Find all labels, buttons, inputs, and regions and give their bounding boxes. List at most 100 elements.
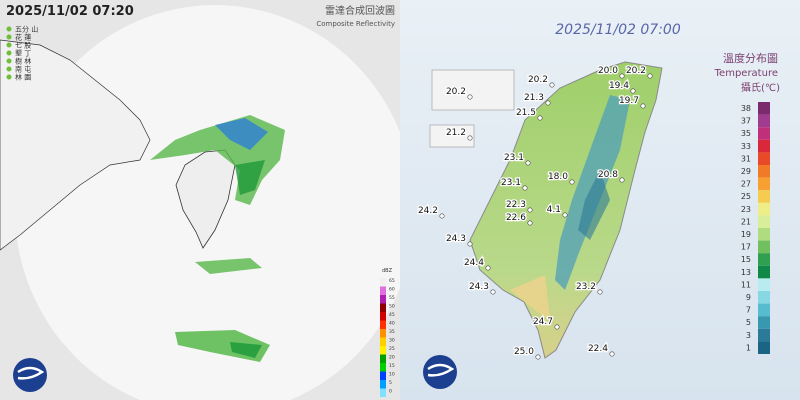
scale-swatch — [758, 291, 770, 304]
temperature-title: 溫度分布圖 — [723, 51, 778, 65]
station-dot — [647, 73, 653, 79]
scale-swatch — [758, 139, 770, 153]
scale-label: 19 — [741, 230, 751, 239]
scale-swatch — [380, 278, 386, 287]
station-dot — [467, 135, 473, 141]
scale-swatch — [380, 354, 386, 363]
scale-swatch — [380, 380, 386, 389]
scale-label: 50 — [389, 304, 395, 310]
scale-label: 55 — [389, 295, 395, 301]
scale-label: 21 — [741, 217, 751, 226]
station-dot — [630, 88, 636, 94]
radar-echo — [195, 258, 262, 274]
scale-swatch — [380, 320, 386, 329]
station-name: 林 園 — [15, 73, 31, 82]
station-dot — [562, 212, 568, 218]
radar-panel: 2025/11/02 07:20 雷達合成回波圖 Composite Refle… — [0, 0, 400, 400]
scale-label: 38 — [741, 104, 751, 113]
cwa-logo-mark — [427, 363, 455, 377]
scale-label: 40 — [389, 321, 395, 327]
station-temperature: 24.2 — [418, 206, 438, 216]
station-temperature: 22.4 — [588, 344, 608, 354]
scale-swatch — [380, 346, 386, 355]
station-dot — [554, 324, 560, 330]
islands-inset — [431, 69, 515, 111]
station-temperature: 20.2 — [446, 87, 466, 97]
scale-swatch — [758, 215, 770, 228]
scale-swatch — [380, 303, 386, 312]
scale-swatch — [380, 388, 386, 397]
station-dot — [439, 213, 445, 219]
station-marker — [6, 74, 12, 80]
scale-swatch — [380, 295, 386, 304]
scale-swatch — [758, 228, 770, 241]
scale-swatch — [758, 240, 770, 254]
scale-swatch — [380, 312, 386, 321]
scale-label: 29 — [741, 167, 751, 176]
mainland-coast — [0, 39, 151, 251]
radar-echo — [230, 342, 262, 358]
station-temperature: 23.2 — [576, 282, 596, 292]
radar-echo — [215, 118, 268, 150]
scale-label: 10 — [389, 372, 395, 378]
station-dot — [597, 289, 603, 295]
station-name: 七 股 — [15, 41, 31, 50]
scale-label: 30 — [389, 338, 395, 344]
station-temperature: 24.4 — [464, 258, 484, 268]
station-dot — [485, 265, 491, 271]
scale-label: 1 — [746, 343, 751, 352]
station-marker — [6, 26, 12, 32]
scale-swatch — [380, 286, 386, 295]
scale-swatch — [758, 177, 770, 191]
scale-swatch — [758, 102, 770, 115]
station-marker — [6, 66, 12, 72]
scale-swatch — [758, 202, 770, 216]
lowland — [510, 275, 550, 320]
station-dot — [609, 351, 615, 357]
station-temperature: 24.3 — [469, 282, 489, 292]
scale-swatch — [380, 329, 386, 338]
cwa-logo — [13, 358, 47, 392]
cwa-logo-mark — [17, 366, 45, 380]
station-name: 花 蓮 — [15, 33, 31, 42]
radar-subtitle: Composite Reflectivity — [316, 20, 395, 28]
station-temperature: 24.3 — [446, 234, 466, 244]
station-temperature: 21.5 — [516, 108, 536, 118]
scale-label: 35 — [389, 329, 395, 335]
scale-label: 5 — [746, 318, 751, 327]
station-temperature: 21.2 — [446, 128, 466, 138]
scale-swatch — [758, 316, 770, 329]
scale-label: 25 — [741, 192, 751, 201]
scale-swatch — [758, 190, 770, 203]
station-temperature: 24.7 — [533, 317, 553, 327]
station-temperature: 22.3 — [506, 200, 526, 210]
station-temperature: 20.2 — [528, 75, 548, 85]
radar-echo — [235, 160, 265, 195]
station-dot — [467, 241, 473, 247]
scale-label: 45 — [389, 312, 395, 318]
station-dot — [619, 177, 625, 183]
cwa-logo — [423, 355, 457, 389]
station-dot — [525, 160, 531, 166]
station-temperature: 25.0 — [514, 347, 534, 357]
temperature-panel: 2025/11/02 07:00 溫度分布圖 Temperature 攝氏(℃) — [400, 0, 800, 400]
station-name: 五分 山 — [15, 25, 38, 34]
temperature-unit: 攝氏(℃) — [741, 81, 780, 94]
station-marker — [6, 50, 12, 56]
scale-swatch — [758, 253, 770, 266]
station-marker — [6, 42, 12, 48]
station-dot — [619, 73, 625, 79]
station-temperature: 20.0 — [598, 66, 618, 76]
station-dot — [569, 179, 575, 185]
islands-inset — [429, 124, 475, 148]
radar-title: 雷達合成回波圖 — [325, 4, 395, 17]
scale-swatch — [758, 114, 770, 128]
scale-label: 23 — [741, 205, 751, 214]
scale-swatch — [758, 341, 770, 354]
station-dot — [490, 289, 496, 295]
scale-label: 20 — [389, 355, 395, 361]
scale-label: 25 — [389, 346, 395, 352]
scale-swatch — [758, 127, 770, 140]
station-dot — [535, 354, 541, 360]
radar-timestamp: 2025/11/02 07:20 — [6, 4, 134, 19]
